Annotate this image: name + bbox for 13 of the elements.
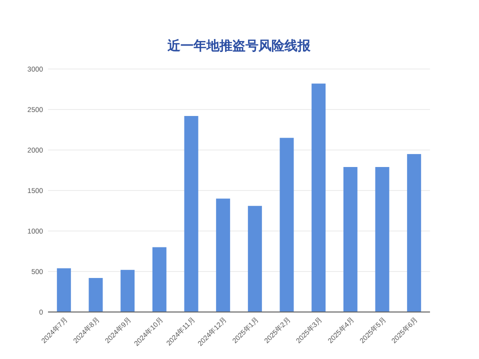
bar: [248, 206, 262, 312]
bar: [343, 167, 358, 312]
bar: [280, 138, 294, 312]
bar: [216, 198, 230, 312]
bar: [407, 154, 422, 312]
bar: [120, 270, 135, 312]
bar: [56, 268, 71, 312]
chart-title: 近一年地推盗号风险线报: [166, 38, 312, 53]
bar: [375, 167, 390, 312]
bar: [152, 247, 166, 312]
bar: [88, 278, 103, 312]
bar: [312, 84, 326, 312]
bar: [184, 116, 198, 312]
